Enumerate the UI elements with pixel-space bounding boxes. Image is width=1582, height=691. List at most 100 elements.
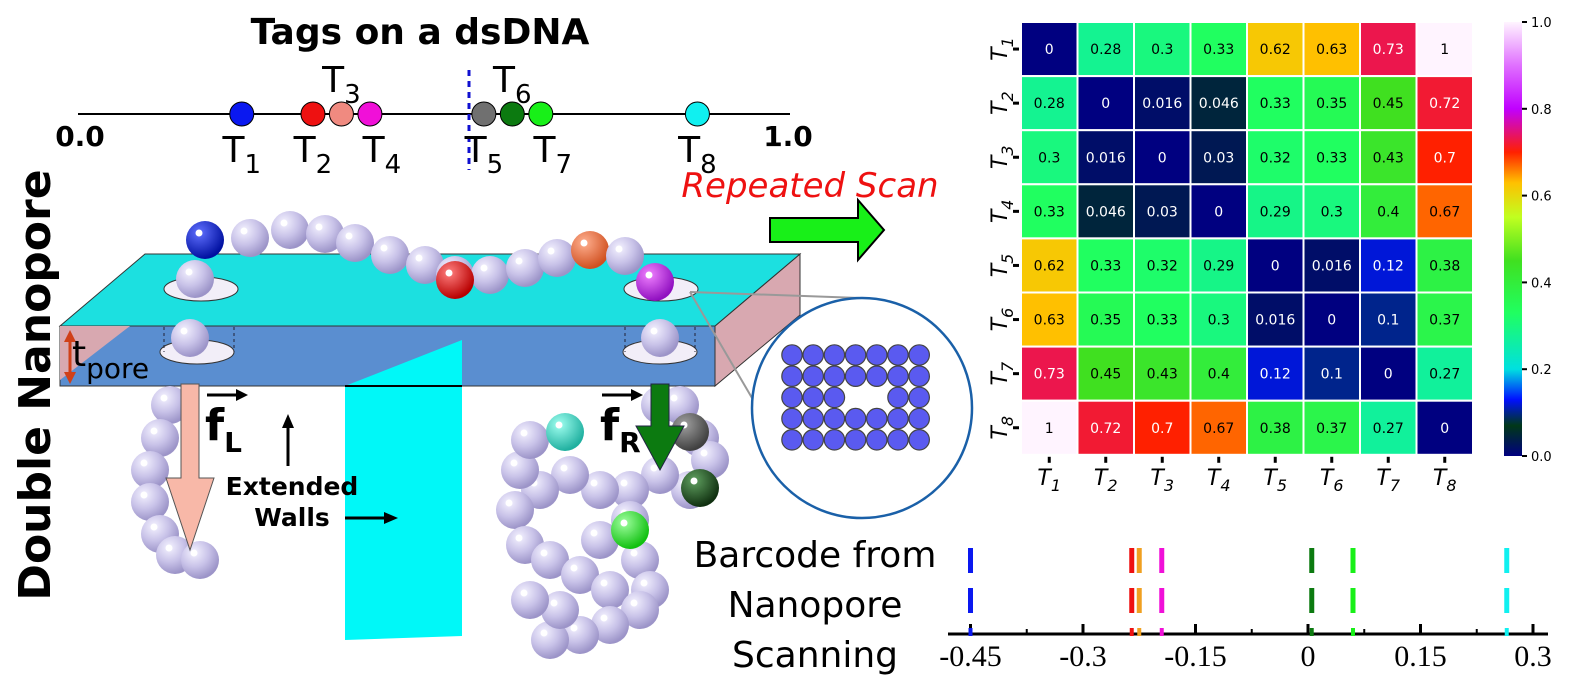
tag-label-2-sub: 2 [316, 150, 333, 180]
heatmap-cell [1415, 183, 1474, 240]
heatmap-cell-value: 0 [1101, 96, 1110, 112]
heatmap-row-label: T1 [988, 37, 1017, 61]
dna-bead [641, 319, 679, 357]
row-label-main: T [988, 154, 1013, 169]
tag-bead [436, 261, 474, 299]
dna-bead [181, 541, 219, 579]
bead-highlight [560, 464, 568, 472]
row-label-main: T [988, 100, 1013, 115]
col-label-main: T [1263, 466, 1278, 491]
tag-label-8-sub: 8 [700, 150, 717, 180]
bead-highlight [555, 421, 563, 429]
heatmap-col-label: T7 [1376, 466, 1400, 495]
colorbar-gradient [1504, 22, 1522, 456]
heatmap-cell-value: 0.016 [1312, 258, 1352, 274]
lattice-atom [802, 407, 824, 430]
dna-bead [581, 521, 619, 559]
tag-marker-1 [229, 101, 255, 127]
heatmap-cell-value: 0.1 [1377, 313, 1399, 329]
bead-highlight [415, 254, 423, 262]
tag-label-8-main: T [677, 130, 701, 171]
heatmap-cell-value: 0.72 [1429, 96, 1460, 112]
heatmap-col-label: T5 [1263, 466, 1287, 495]
dna-bead [606, 237, 644, 275]
heatmap-cell [1020, 129, 1079, 186]
heatmap-cell [1133, 291, 1192, 348]
left-force-arrow [165, 383, 215, 552]
tag-label-5-main: T [464, 130, 488, 171]
lattice-atom [781, 344, 803, 366]
lattice-atom [844, 365, 867, 387]
heatmap-cell-value: 0.32 [1147, 258, 1178, 274]
bead-highlight [690, 477, 698, 485]
heatmap-cell-value: 0.33 [1316, 150, 1347, 166]
lattice-atom [823, 407, 846, 430]
heatmap-cell [1359, 21, 1418, 78]
dna-bead [306, 215, 344, 253]
heatmap-cell-value: 0.016 [1142, 96, 1182, 112]
lattice-atom [887, 407, 909, 430]
barcode-tick-label: -0.45 [939, 640, 1002, 673]
heatmap-cell [1246, 183, 1305, 240]
force-right-label: fR [600, 400, 641, 459]
dna-bead [471, 256, 509, 294]
lattice-atom [908, 365, 930, 387]
vertical-title: Double Nanopore [10, 169, 61, 600]
row-label-sub: 5 [998, 254, 1017, 264]
heatmap-cell [1359, 183, 1418, 240]
bead-highlight [590, 479, 598, 487]
bead-highlight [520, 429, 528, 437]
force-left-sub: L [224, 426, 242, 459]
tag-label-4-sub: 4 [385, 150, 402, 180]
dna-bead [538, 239, 576, 277]
col-label-main: T [1094, 466, 1109, 491]
membrane-front-left-notch [60, 326, 130, 380]
dna-bead [496, 491, 534, 529]
dna-bead [621, 541, 659, 579]
heatmap-cell-value: 0 [1440, 421, 1449, 437]
dna-bead [636, 263, 674, 301]
col-label-sub: 4 [1220, 476, 1230, 495]
lattice-atom [844, 344, 867, 366]
extended-walls-line1: Extended [226, 472, 359, 501]
heatmap-cell-value: 0.28 [1034, 96, 1065, 112]
bead-highlight [630, 599, 638, 607]
tag-marker-2 [300, 101, 326, 127]
heatmap-cell-value: 0.63 [1316, 42, 1347, 58]
heatmap-cell-value: 0.43 [1147, 367, 1178, 383]
tag-label-6: T6 [492, 60, 532, 110]
extended-wall [345, 340, 462, 640]
bead-highlight [570, 624, 578, 632]
heatmap-row-label: T3 [988, 145, 1017, 169]
heatmap-cell-value: 0.62 [1260, 42, 1291, 58]
bead-highlight [620, 519, 628, 527]
heatmap-cell-value: 0.37 [1316, 421, 1347, 437]
bead-highlight [640, 579, 648, 587]
heatmap-cell [1189, 399, 1248, 456]
bead-highlight [650, 464, 658, 472]
row-label-sub: 1 [998, 37, 1017, 47]
heatmap-cell [1020, 21, 1079, 78]
tag-marker-8 [684, 101, 710, 127]
dna-bead [541, 591, 579, 629]
col-label-sub: 7 [1390, 476, 1401, 495]
lattice-atom [802, 428, 824, 451]
line-end-label: 1.0 [763, 120, 813, 153]
lattice-atom [802, 344, 824, 366]
heatmap-cell [1076, 183, 1135, 240]
lattice-atom [823, 428, 846, 451]
row-label-main: T [988, 370, 1013, 385]
lattice-atom [887, 428, 909, 451]
lattice-atom [887, 365, 909, 387]
heatmap-cell-value: 0.33 [1260, 96, 1291, 112]
heatmap-cell-value: 0.33 [1034, 204, 1065, 220]
tag-label-5-sub: 5 [487, 150, 504, 180]
col-label-main: T [1037, 466, 1052, 491]
tag-label-8: T8 [677, 130, 717, 180]
dna-bead [591, 571, 629, 609]
dna-bead [511, 581, 549, 619]
tag-label-6-sub: 6 [515, 80, 532, 110]
heatmap-cell-value: 0 [1214, 204, 1223, 220]
